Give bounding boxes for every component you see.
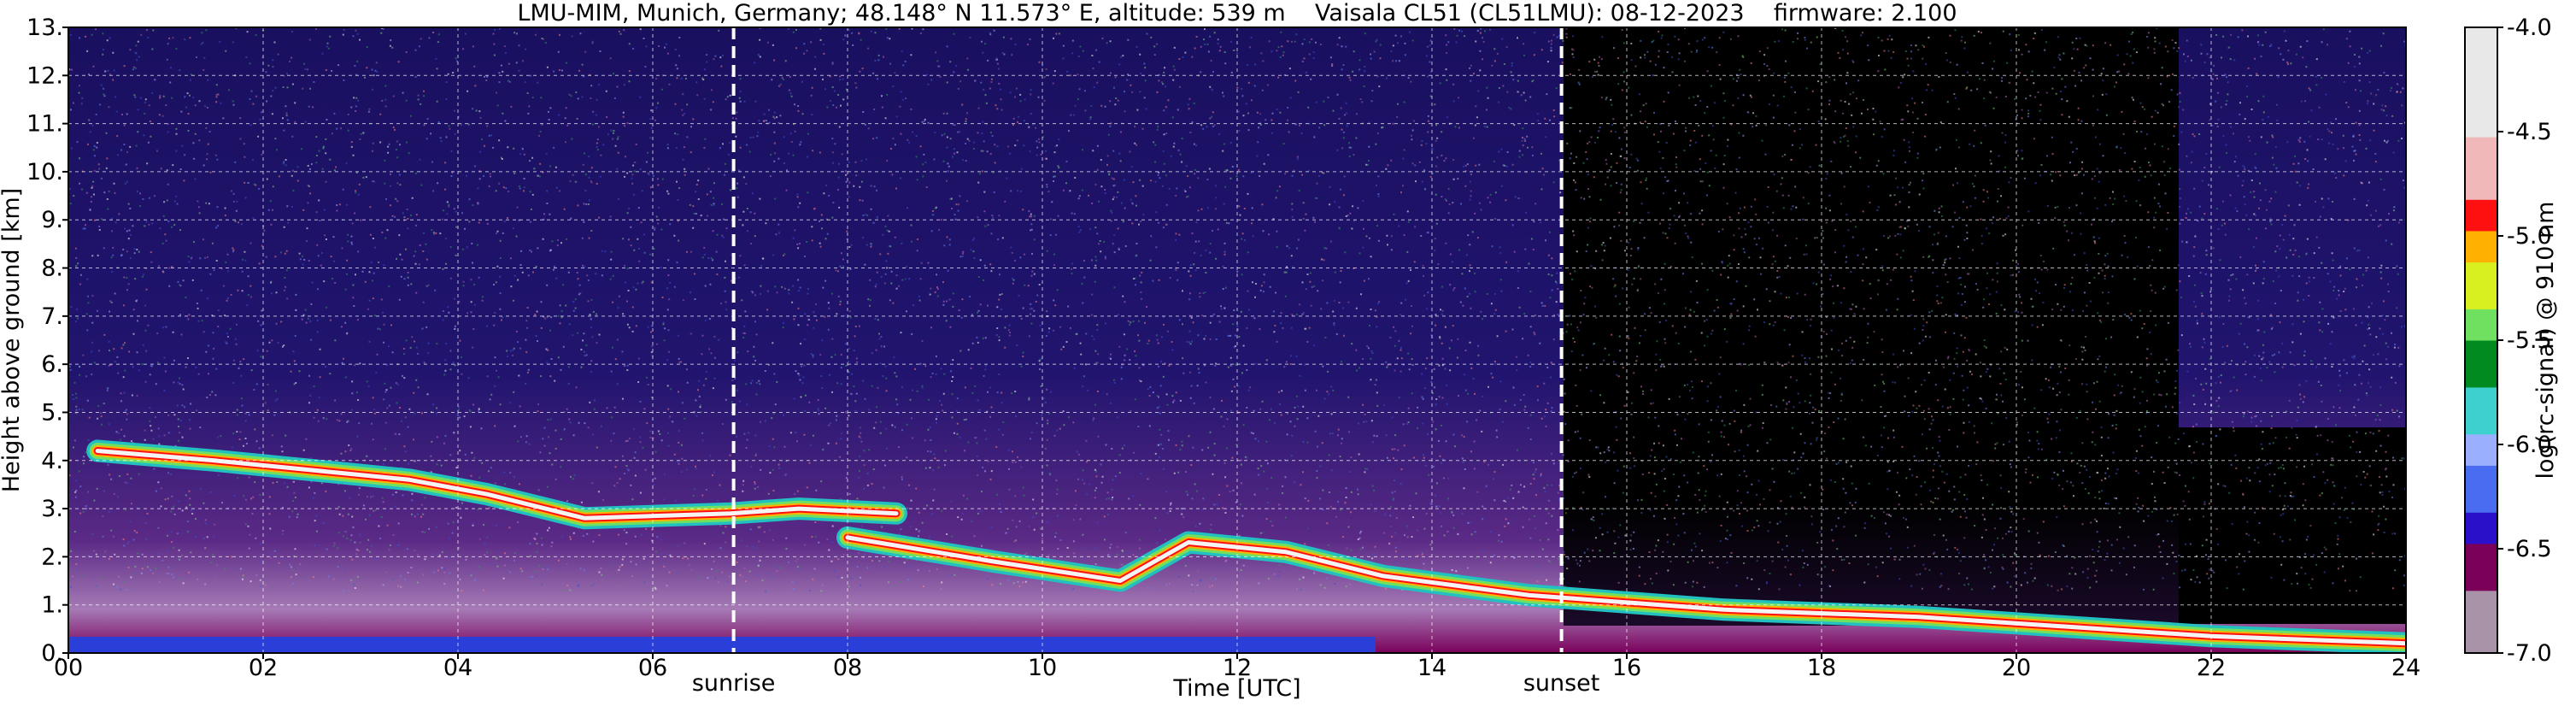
night-background — [1564, 27, 2179, 626]
x-tick-label: 08 — [833, 655, 862, 681]
colorbar-segment — [2465, 356, 2497, 373]
sunset-label: sunset — [1523, 670, 1600, 697]
x-axis: 00 02 04 06 08 10 12 14 16 18 20 22 24 — [54, 653, 2421, 681]
x-tick-label: 14 — [1417, 655, 1446, 681]
marker-labels: sunrise sunset — [692, 670, 1600, 697]
x-tick-label: 16 — [1612, 655, 1641, 681]
y-tick-label: 10. — [26, 159, 63, 185]
colorbar-segment — [2465, 230, 2497, 247]
colorbar-segment — [2465, 74, 2497, 91]
colorbar-segment — [2465, 121, 2497, 138]
chart-title: LMU-MIM, Munich, Germany; 48.148° N 11.5… — [517, 0, 1957, 26]
x-tick-label: 10 — [1028, 655, 1057, 681]
colorbar-segment — [2465, 403, 2497, 419]
x-tick-label: 12 — [1223, 655, 1252, 681]
y-tick-label: 0. — [41, 640, 63, 667]
colorbar-segment — [2465, 450, 2497, 466]
colorbar-segment — [2465, 90, 2497, 106]
colorbar-segment — [2465, 590, 2497, 607]
colorbar-tick-label: -7.0 — [2507, 640, 2552, 667]
y-tick-label: 2. — [41, 544, 63, 570]
colorbar-segment — [2465, 246, 2497, 262]
colorbar-segment — [2465, 309, 2497, 326]
colorbar-segment — [2465, 277, 2497, 294]
y-axis: 0. 1. 2. 3. 4. 5. 6. 7. 8. 9. 10. 11. 12. 13. — [26, 15, 68, 667]
x-tick-label: 06 — [638, 655, 667, 681]
colorbar-segment — [2465, 262, 2497, 279]
colorbar-segment — [2465, 621, 2497, 638]
colorbar-segment — [2465, 152, 2497, 169]
y-tick-label: 7. — [41, 303, 63, 330]
colorbar-segment — [2465, 27, 2497, 44]
x-axis-label: Time [UTC] — [1172, 675, 1300, 702]
grid-lines — [68, 27, 2406, 653]
colorbar-segment — [2465, 418, 2497, 435]
sunrise-label: sunrise — [692, 670, 776, 697]
colorbar-tick-label: -6.0 — [2507, 432, 2552, 458]
colorbar-segment — [2465, 199, 2497, 216]
colorbar-segment — [2465, 137, 2497, 153]
colorbar-segment — [2465, 386, 2497, 403]
y-tick-label: 11. — [26, 111, 63, 138]
colorbar-segment — [2465, 371, 2497, 388]
colorbar-segment — [2465, 168, 2497, 185]
x-tick-label: 22 — [2197, 655, 2226, 681]
colorbar-segment — [2465, 105, 2497, 122]
x-tick-label: 24 — [2391, 655, 2421, 681]
colorbar-tick-label: -6.5 — [2507, 536, 2552, 562]
colorbar-segment — [2465, 293, 2497, 309]
x-tick-label: 18 — [1807, 655, 1836, 681]
colorbar-segment — [2465, 543, 2497, 560]
colorbar-segment — [2465, 606, 2497, 622]
x-tick-label: 04 — [443, 655, 472, 681]
y-tick-label: 6. — [41, 351, 63, 378]
colorbar-segment — [2465, 512, 2497, 529]
cloud-layer-band — [95, 449, 899, 521]
colorbar-segment — [2465, 574, 2497, 591]
colorbar-segment — [2465, 58, 2497, 75]
surface-blue-band — [68, 637, 1376, 653]
plot-area — [68, 27, 2406, 653]
y-tick-label: 12. — [26, 62, 63, 89]
y-tick-label: 9. — [41, 207, 63, 233]
colorbar-segment — [2465, 184, 2497, 200]
colorbar-tick-label: -4.5 — [2507, 119, 2552, 145]
colorbar-segment — [2465, 465, 2497, 482]
colorbar-segment — [2465, 433, 2497, 450]
colorbar: -4.0 -4.5 -5.0 -5.5 -6.0 -6.5 -7.0 — [2464, 15, 2552, 667]
colorbar-tick-label: -4.0 — [2507, 15, 2552, 41]
y-tick-label: 1. — [41, 592, 63, 619]
colorbar-label: log(rc-signal) @ 910 nm — [2532, 202, 2559, 479]
y-tick-label: 8. — [41, 256, 63, 282]
x-tick-label: 02 — [249, 655, 278, 681]
y-tick-label: 4. — [41, 448, 63, 474]
colorbar-tick-label: -5.0 — [2507, 223, 2552, 250]
night-background-late — [2179, 427, 2406, 624]
colorbar-segment — [2465, 559, 2497, 575]
colorbar-segment — [2465, 340, 2497, 356]
colorbar-segment — [2465, 527, 2497, 544]
colorbar-segment — [2465, 637, 2497, 654]
x-tick-label: 20 — [2002, 655, 2031, 681]
colorbar-segment — [2465, 497, 2497, 513]
y-tick-label: 13. — [26, 15, 63, 41]
colorbar-segment — [2465, 324, 2497, 341]
y-axis-label: Height above ground [km] — [0, 188, 25, 492]
x-tick-label: 00 — [54, 655, 83, 681]
y-tick-label: 3. — [41, 496, 63, 522]
colorbar-tick-label: -5.5 — [2507, 327, 2552, 354]
y-tick-label: 5. — [41, 399, 63, 426]
colorbar-segment — [2465, 480, 2497, 497]
day-markers — [731, 27, 1564, 653]
colorbar-segment — [2465, 43, 2497, 60]
colorbar-segment — [2465, 215, 2497, 232]
